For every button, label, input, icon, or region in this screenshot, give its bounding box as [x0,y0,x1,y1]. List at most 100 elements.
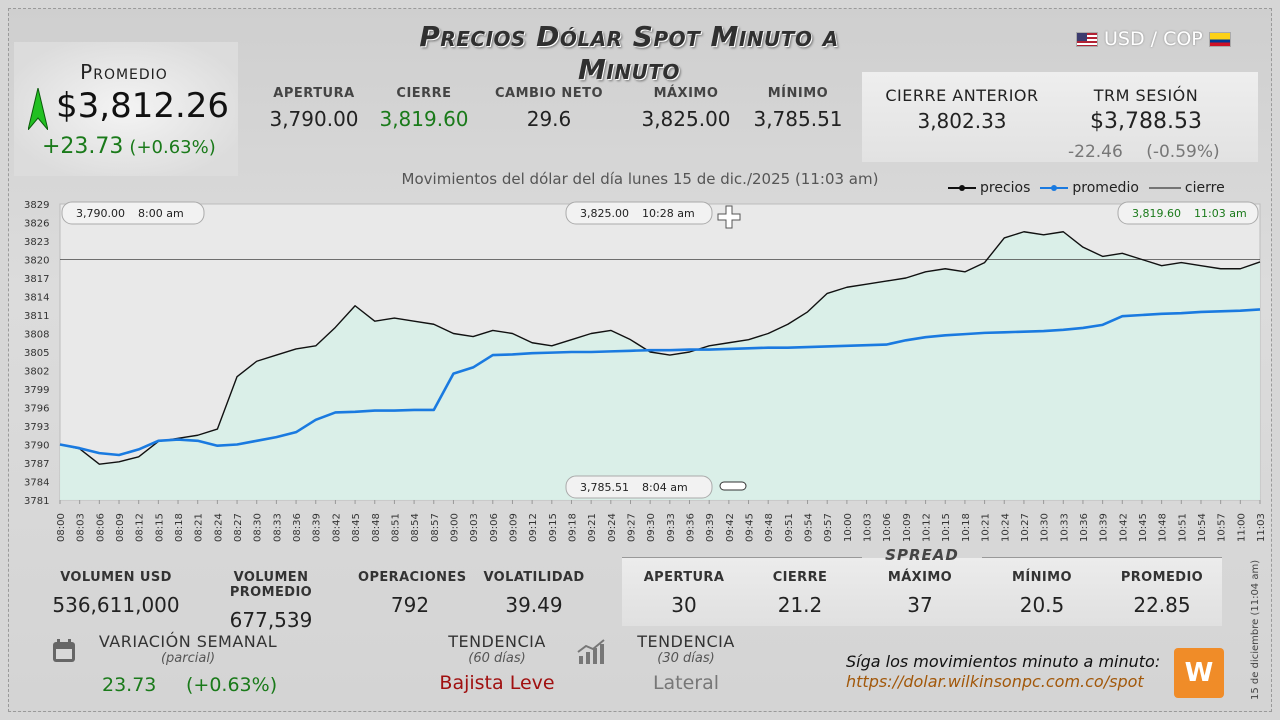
page-title: Precios Dólar Spot Minuto a Minuto [419,20,839,86]
y-tick-label: 3787 [24,459,49,470]
legend-promedio: promedio [1040,180,1139,196]
arrow-up-icon [28,88,48,130]
spread-cierre: CIERRE 21.2 [748,570,852,617]
x-tick-label: 08:24 [213,513,224,542]
x-tick-label: 10:06 [882,513,893,542]
x-tick-label: 11:00 [1236,513,1247,542]
x-tick-label: 10:03 [863,513,874,542]
spread-panel [622,558,1222,626]
y-tick-label: 3790 [24,441,49,452]
annotation-value: 3,825.00 [580,207,629,220]
trend-30-value: Lateral [652,672,720,694]
follow-link[interactable]: https://dolar.wilkinsonpc.com.co/spot [846,672,1144,691]
y-tick-label: 3814 [24,293,49,304]
legend-cierre-swatch [1148,187,1181,189]
legend-promedio-label: promedio [1072,180,1139,196]
trm-change-value: -22.46 [1068,142,1123,162]
spread-value: 22.85 [1133,593,1191,617]
x-tick-label: 09:48 [764,513,775,542]
x-tick-label: 08:33 [272,513,283,542]
trm-value: $3,788.53 [1090,109,1202,134]
wilkinson-logo[interactable]: W [1174,648,1224,698]
legend-cierre: cierre [1148,180,1225,196]
stat-value: 792 [390,593,430,617]
x-tick-label: 08:57 [430,513,441,542]
spread-label: MÍNIMO [1012,570,1072,585]
trm-session: TRM SESIÓN $3,788.53 [1060,86,1232,134]
stat-label: APERTURA [273,86,355,101]
x-tick-label: 09:33 [666,513,677,542]
stat-volumen-promedio: VOLUMEN PROMEDIO 677,539 [196,570,346,632]
x-tick-label: 10:15 [941,513,952,542]
x-tick-label: 08:06 [95,513,106,542]
weekly-pct: (+0.63%) [186,674,278,696]
currency-label: USD / COP [1104,28,1203,50]
trend-60-value: Bajista Leve [439,672,555,694]
x-tick-label: 08:12 [135,513,146,542]
weekly-label: VARIACIÓN SEMANAL [98,632,278,651]
x-tick-label: 09:18 [567,513,578,542]
stat-value: 3,790.00 [269,107,359,131]
annotation-value: 3,790.00 [76,207,125,220]
average-change-pct: (+0.63%) [129,137,216,158]
average-label: Promedio [80,60,168,84]
spread-label: CIERRE [772,570,828,585]
annotation-box [61,201,205,225]
annotation-time: 8:04 am [642,481,688,494]
stat-cambio-neto: CAMBIO NETO 29.6 [494,86,604,131]
annotation-time: 10:28 am [642,207,695,220]
average-change: +23.73 (+0.63%) [42,134,216,159]
currency-pair: USD / COP [1076,28,1231,50]
side-date: 15 de diciembre (11:04 am) [1250,559,1261,700]
trend-30-label: TENDENCIA [637,632,735,651]
x-tick-label: 09:27 [626,513,637,542]
spread-value: 30 [671,593,697,617]
previous-close-value: 3,802.33 [917,109,1007,133]
x-tick-label: 09:51 [784,513,795,542]
follow-text: Síga los movimientos minuto a minuto: [846,652,1161,671]
y-tick-label: 3823 [24,237,49,248]
weekly-value: 23.73 [102,674,157,696]
price-chart[interactable]: 3829 3826 3823 3820 3817 3814 3811 3808 3805 3802… [0,196,1280,546]
x-tick-label: 10:09 [902,513,913,542]
annotation-box [1117,201,1259,225]
x-tick-label: 09:21 [587,513,598,542]
trend-30-sub: (30 días) [657,651,715,666]
legend-cierre-label: cierre [1184,180,1225,196]
stat-label: VOLUMEN PROMEDIO [229,570,313,600]
x-tick-label: 08:15 [154,513,165,542]
stat-label: MÍNIMO [767,86,829,101]
stat-value: 29.6 [526,107,572,131]
x-tick-label: 08:51 [390,513,401,542]
spread-label: PROMEDIO [1120,570,1204,585]
x-tick-label: 08:18 [174,513,185,542]
x-tick-label: 10:30 [1040,513,1051,542]
stat-value: 677,539 [229,608,313,632]
spread-promedio: PROMEDIO 22.85 [1110,570,1214,617]
average-change-value: +23.73 [42,134,124,159]
x-tick-label: 10:54 [1197,513,1208,542]
x-tick-label: 10:18 [961,513,972,542]
series-line-promedio [59,308,1261,457]
spread-apertura: APERTURA 30 [632,570,736,617]
average-value: $3,812.26 [56,86,230,126]
price-area [60,231,1260,500]
stat-value: 3,819.60 [379,107,469,131]
spread-maximo: MÁXIMO 37 [868,570,972,617]
x-tick-label: 09:30 [646,513,657,542]
annotation-time: 8:00 am [138,207,184,220]
y-tick-label: 3799 [24,385,49,396]
stat-operaciones: OPERACIONES 792 [358,570,467,617]
stat-volatilidad: VOLATILIDAD 39.49 [480,570,588,617]
legend-promedio-swatch [1040,185,1069,191]
stat-cierre: CIERRE 3,819.60 [372,86,476,131]
annotation-box [565,201,713,225]
stat-minimo: MÍNIMO 3,785.51 [746,86,850,131]
stat-label: OPERACIONES [358,570,467,585]
spread-divider-right [982,557,1222,558]
spread-divider-left [622,557,862,558]
x-tick-label: 10:42 [1118,513,1129,542]
legend-precios: precios [948,180,1030,196]
y-tick-label: 3784 [24,478,49,489]
spread-value: 20.5 [1019,593,1065,617]
